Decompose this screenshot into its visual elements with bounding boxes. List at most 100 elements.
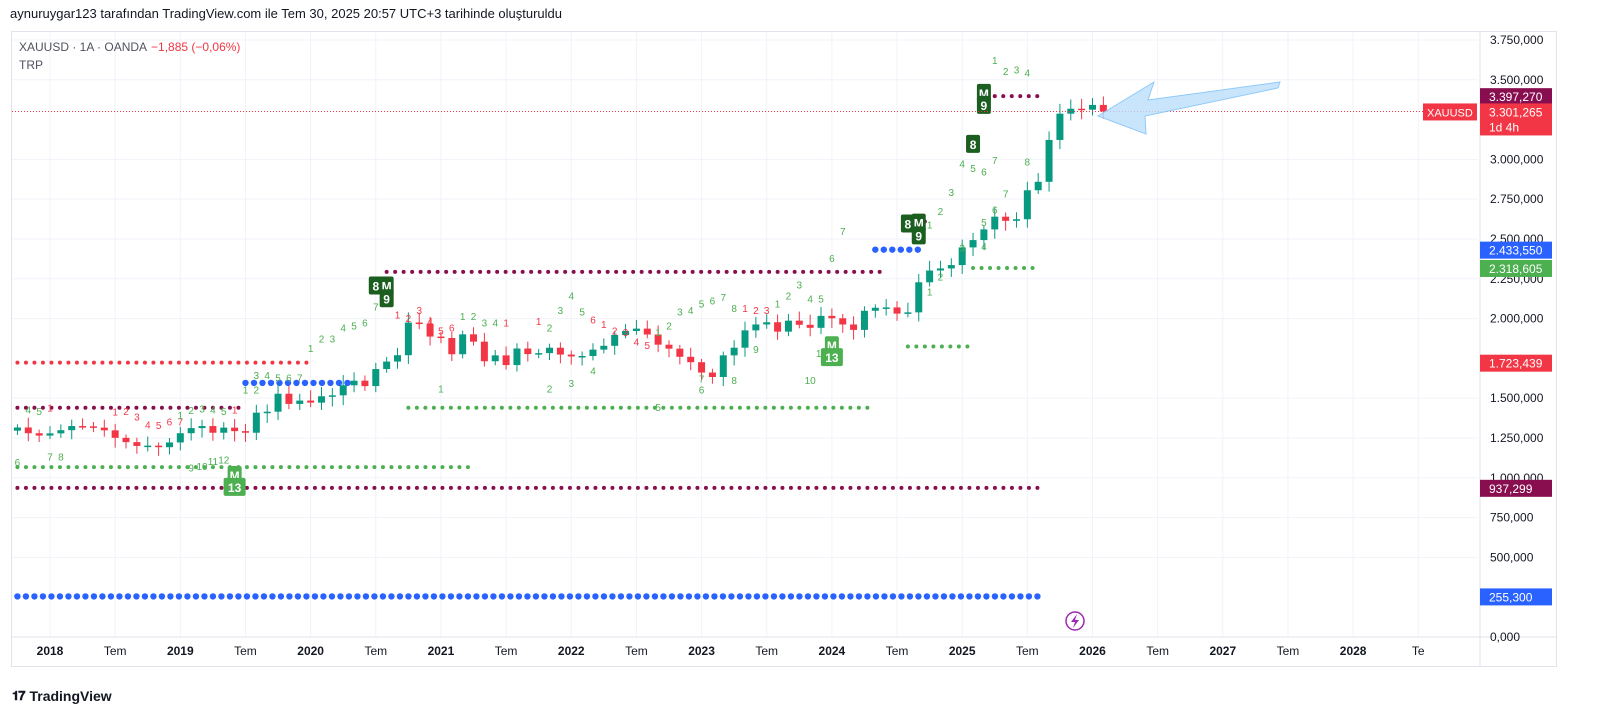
candle[interactable] [89, 426, 97, 428]
signal-box[interactable] [900, 214, 915, 233]
candle[interactable] [708, 372, 716, 378]
candle[interactable] [980, 229, 988, 241]
candle[interactable] [817, 315, 825, 328]
candle[interactable] [632, 328, 640, 331]
candle[interactable] [394, 355, 402, 362]
candle[interactable] [350, 380, 358, 386]
candle[interactable] [1002, 216, 1010, 221]
candle[interactable] [893, 307, 901, 314]
candle[interactable] [220, 427, 228, 433]
candle[interactable] [155, 445, 163, 448]
candle[interactable] [470, 334, 478, 342]
candle[interactable] [426, 323, 434, 337]
signal-box[interactable] [223, 477, 246, 496]
candle[interactable] [263, 411, 271, 414]
candle[interactable] [860, 310, 868, 330]
candle[interactable] [1045, 139, 1053, 182]
candle[interactable] [13, 427, 21, 431]
candle[interactable] [513, 348, 521, 366]
candle[interactable] [871, 307, 879, 311]
candle[interactable] [448, 338, 456, 355]
candle[interactable] [100, 427, 108, 431]
candle[interactable] [719, 355, 727, 378]
candle[interactable] [535, 353, 543, 355]
signal-box[interactable] [911, 226, 926, 245]
candle[interactable] [57, 430, 65, 434]
candle[interactable] [698, 362, 706, 373]
candle[interactable] [676, 348, 684, 357]
candle[interactable] [850, 324, 858, 330]
candle[interactable] [241, 431, 249, 433]
signal-box[interactable] [966, 134, 981, 153]
candle[interactable] [958, 247, 966, 266]
candle[interactable] [404, 322, 412, 356]
candle[interactable] [144, 445, 152, 448]
candle[interactable] [133, 442, 141, 446]
candle[interactable] [459, 334, 467, 355]
candle[interactable] [578, 355, 586, 358]
candle[interactable] [795, 320, 803, 325]
candle[interactable] [198, 426, 206, 429]
candle[interactable] [491, 355, 499, 362]
candle[interactable] [274, 393, 282, 412]
candle[interactable] [687, 356, 695, 363]
chart-frame[interactable] [11, 31, 1557, 667]
candle[interactable] [372, 369, 380, 387]
candle[interactable] [209, 426, 217, 433]
candle[interactable] [839, 318, 847, 325]
candle[interactable] [882, 307, 890, 309]
candle[interactable] [46, 433, 54, 436]
candle[interactable] [339, 385, 347, 396]
candle[interactable] [1067, 108, 1075, 114]
candle[interactable] [1078, 108, 1086, 111]
candle[interactable] [383, 361, 391, 370]
candle[interactable] [730, 347, 738, 356]
candle[interactable] [524, 348, 532, 355]
indicator-name[interactable]: TRP [19, 58, 43, 72]
symbol-info[interactable]: XAUUSD · 1A · OANDA [19, 40, 148, 54]
candle[interactable] [752, 324, 760, 331]
candle[interactable] [24, 427, 32, 434]
candle[interactable] [252, 412, 260, 433]
candle[interactable] [79, 426, 87, 428]
candle[interactable] [1012, 219, 1020, 221]
candle[interactable] [665, 344, 673, 349]
candle[interactable] [231, 427, 239, 432]
candle[interactable] [361, 380, 369, 387]
tradingview-logo[interactable]: 𝟏𝟕 TradingView [12, 688, 112, 704]
candle[interactable] [111, 430, 119, 438]
candle[interactable] [643, 328, 651, 335]
candle[interactable] [567, 354, 575, 357]
candle[interactable] [774, 322, 782, 332]
candle[interactable] [415, 322, 423, 325]
candle[interactable] [969, 240, 977, 248]
candle[interactable] [1099, 104, 1107, 112]
candle[interactable] [763, 322, 771, 325]
candle[interactable] [285, 393, 293, 404]
candle[interactable] [176, 433, 184, 443]
candle[interactable] [589, 349, 597, 356]
candle[interactable] [68, 426, 76, 431]
candle[interactable] [806, 324, 814, 328]
candle[interactable] [1023, 190, 1031, 220]
candle[interactable] [947, 265, 955, 269]
signal-box[interactable] [820, 348, 843, 367]
arrow-annotation[interactable] [1096, 80, 1281, 135]
candle[interactable] [317, 396, 325, 403]
candle[interactable] [480, 341, 488, 362]
candle[interactable] [556, 347, 564, 355]
candle[interactable] [546, 347, 554, 354]
candle[interactable] [915, 282, 923, 313]
signal-box[interactable] [976, 95, 991, 114]
candle[interactable] [622, 330, 630, 335]
candle[interactable] [904, 312, 912, 314]
candle[interactable] [991, 216, 999, 230]
candle[interactable] [502, 355, 510, 366]
candle[interactable] [165, 442, 173, 448]
candle[interactable] [936, 268, 944, 271]
candle[interactable] [611, 334, 619, 346]
candle[interactable] [122, 437, 130, 443]
candle[interactable] [828, 315, 836, 319]
candle[interactable] [600, 345, 608, 350]
